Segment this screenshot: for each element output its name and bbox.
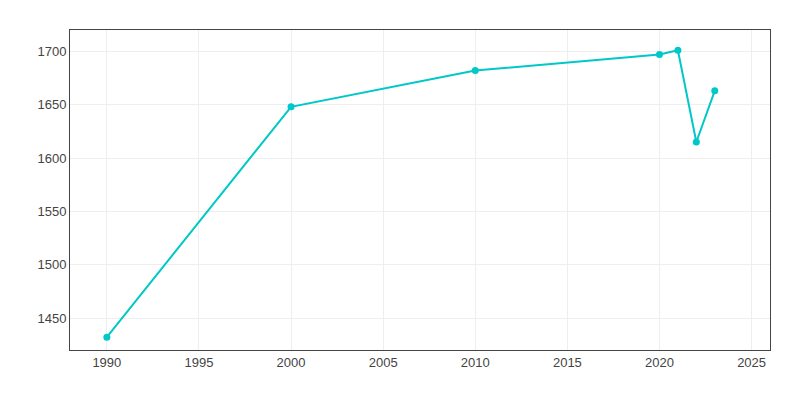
svg-text:1600: 1600 [37,151,66,166]
svg-text:1990: 1990 [92,355,121,370]
svg-text:2025: 2025 [737,355,766,370]
svg-text:2005: 2005 [369,355,398,370]
svg-text:1650: 1650 [37,97,66,112]
svg-text:2000: 2000 [277,355,306,370]
svg-text:2010: 2010 [461,355,490,370]
svg-text:2015: 2015 [553,355,582,370]
svg-text:1700: 1700 [37,44,66,59]
svg-text:1995: 1995 [184,355,213,370]
svg-text:1500: 1500 [37,257,66,272]
svg-text:2020: 2020 [645,355,674,370]
svg-text:1450: 1450 [37,311,66,326]
svg-text:1550: 1550 [37,204,66,219]
